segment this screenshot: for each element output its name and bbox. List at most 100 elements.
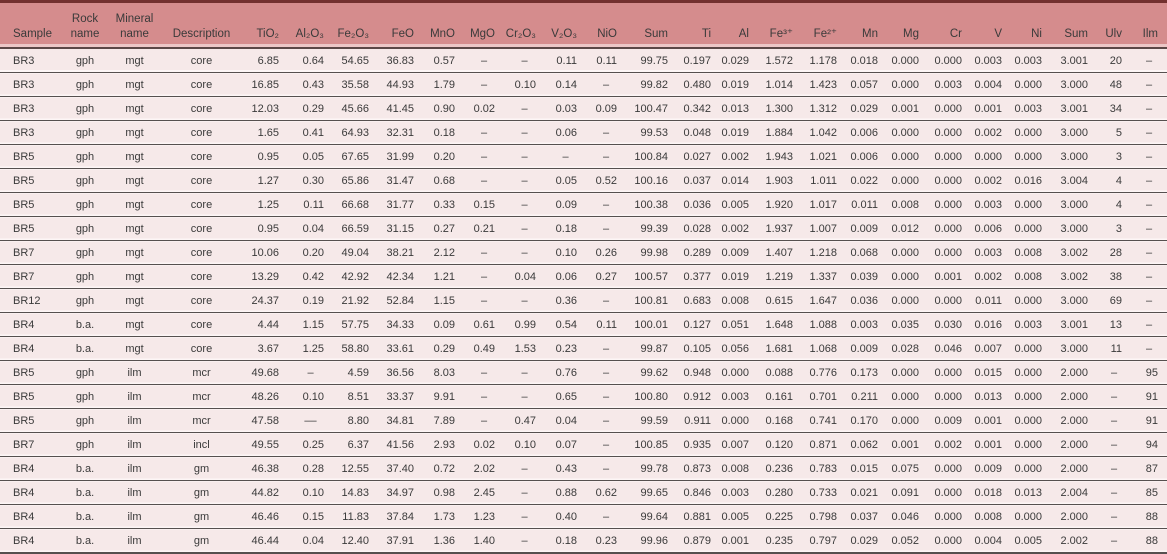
table-cell: 0.846 <box>677 480 720 505</box>
table-cell: 0.871 <box>802 432 846 457</box>
table-cell: BR7 <box>0 432 62 457</box>
table-cell: 99.59 <box>626 408 677 433</box>
table-cell: 0.733 <box>802 480 846 505</box>
table-cell: 67.65 <box>333 144 378 169</box>
column-header: Sample <box>0 1 62 49</box>
table-cell: 0.001 <box>971 432 1011 457</box>
table-cell: 4 <box>1097 192 1131 217</box>
table-cell: 1.312 <box>802 96 846 121</box>
table-cell: 0.68 <box>423 168 464 193</box>
table-cell: 12.55 <box>333 456 378 481</box>
table-cell: 0.000 <box>928 144 971 169</box>
table-cell: 0.701 <box>802 384 846 409</box>
column-header: Al <box>720 1 758 49</box>
table-cell: 2.45 <box>464 480 504 505</box>
table-cell: – <box>1131 48 1167 73</box>
table-row: BR5 gph mgt core 0.95 0.05 67.65 31.99 0.20– – – –1… <box>0 144 1167 169</box>
table-cell: 0.005 <box>720 192 758 217</box>
table-cell: – <box>504 48 545 73</box>
table-cell: – <box>1097 432 1131 457</box>
table-cell: 3.000 <box>1051 336 1097 361</box>
table-cell: 0.011 <box>971 288 1011 313</box>
table-cell: gm <box>161 456 242 481</box>
table-cell: 3.001 <box>1051 312 1097 337</box>
table-cell: 4.44 <box>242 312 288 337</box>
table-cell: BR5 <box>0 168 62 193</box>
table-cell: 0.001 <box>971 96 1011 121</box>
table-cell: 1.178 <box>802 48 846 73</box>
table-cell: 1.23 <box>464 504 504 529</box>
table-cell: – <box>464 384 504 409</box>
table-cell: 91 <box>1131 384 1167 409</box>
table-cell: BR5 <box>0 384 62 409</box>
column-header: Mg <box>887 1 928 49</box>
table-cell: 0.02 <box>464 432 504 457</box>
table-cell: – <box>586 192 626 217</box>
table-cell: 42.34 <box>378 264 423 289</box>
table-cell: ilm <box>108 432 161 457</box>
table-cell: 0.23 <box>545 336 586 361</box>
table-cell: 0.161 <box>758 384 802 409</box>
table-cell: – <box>504 168 545 193</box>
table-row: BR5 gph ilm mcr 49.68–4.59 36.56 8.03– –0.76–99… <box>0 360 1167 385</box>
table-cell: 0.009 <box>846 336 887 361</box>
table-cell: 99.96 <box>626 528 677 554</box>
table-cell: 38.21 <box>378 240 423 265</box>
table-cell: core <box>161 216 242 241</box>
table-cell: 3.000 <box>1051 120 1097 145</box>
table-cell: BR7 <box>0 264 62 289</box>
table-cell: – <box>586 288 626 313</box>
table-cell: – <box>586 384 626 409</box>
table-cell: 0.42 <box>288 264 333 289</box>
column-header: Fe₂O₃ <box>333 1 378 49</box>
table-cell: 99.65 <box>626 480 677 505</box>
table-cell: core <box>161 120 242 145</box>
table-cell: 0.001 <box>887 96 928 121</box>
table-cell: 0.11 <box>586 48 626 73</box>
table-cell: BR7 <box>0 240 62 265</box>
table-cell: 0.000 <box>887 48 928 73</box>
table-cell: 0.29 <box>423 336 464 361</box>
table-cell: 0.168 <box>758 408 802 433</box>
table-cell: 0.002 <box>971 264 1011 289</box>
table-cell: 0.008 <box>1011 264 1051 289</box>
table-cell: 1.36 <box>423 528 464 554</box>
table-cell: 0.15 <box>288 504 333 529</box>
table-cell: core <box>161 336 242 361</box>
table-row: BR7 gph ilm incl 49.55 0.25 6.37 41.56 2.93 0.02 0… <box>0 432 1167 457</box>
table-cell: 0.000 <box>928 360 971 385</box>
table-cell: 0.43 <box>545 456 586 481</box>
table-cell: 0.000 <box>887 264 928 289</box>
table-cell: 66.68 <box>333 192 378 217</box>
table-cell: 0.035 <box>887 312 928 337</box>
table-cell: – <box>586 336 626 361</box>
table-cell: 1.337 <box>802 264 846 289</box>
table-cell: 0.000 <box>928 168 971 193</box>
table-cell: ilm <box>108 408 161 433</box>
table-cell: 0.003 <box>1011 48 1051 73</box>
table-cell: 3.000 <box>1051 72 1097 97</box>
table-cell: 0.02 <box>464 96 504 121</box>
table-cell: – <box>1131 240 1167 265</box>
table-cell: 0.61 <box>464 312 504 337</box>
table-cell: 49.55 <box>242 432 288 457</box>
table-cell: 0.000 <box>1011 384 1051 409</box>
table-cell: – <box>1097 480 1131 505</box>
table-cell: 99.82 <box>626 72 677 97</box>
table-cell: 0.06 <box>545 264 586 289</box>
table-cell: 0.20 <box>288 240 333 265</box>
table-cell: 0.65 <box>545 384 586 409</box>
table-cell: 0.27 <box>423 216 464 241</box>
table-cell: – <box>586 408 626 433</box>
table-cell: 0.64 <box>288 48 333 73</box>
table-cell: BR5 <box>0 144 62 169</box>
table-cell: 0.046 <box>887 504 928 529</box>
table-cell: 0.029 <box>846 528 887 554</box>
table-cell: 0.002 <box>720 216 758 241</box>
table-row: BR3 gph mgt core 16.85 0.43 35.58 44.93 1.79–0.1… <box>0 72 1167 97</box>
table-cell: 6.37 <box>333 432 378 457</box>
table-cell: 66.59 <box>333 216 378 241</box>
column-header: Fe³⁺ <box>758 1 802 49</box>
table-cell: gph <box>62 288 108 313</box>
table-cell: BR3 <box>0 48 62 73</box>
